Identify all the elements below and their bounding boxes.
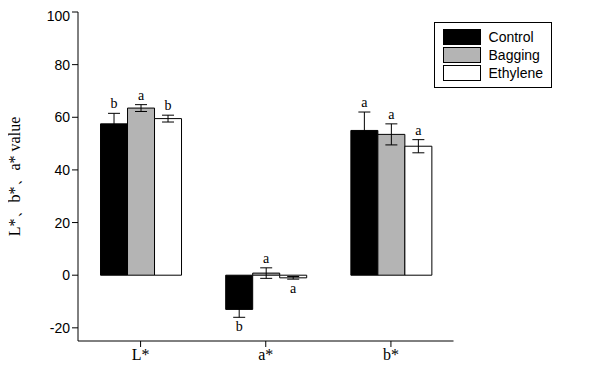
svg-text:40: 40 <box>54 162 70 178</box>
svg-text:b: b <box>111 96 118 111</box>
svg-text:a: a <box>138 88 145 103</box>
svg-text:a: a <box>290 281 297 296</box>
svg-text:-20: -20 <box>50 320 70 336</box>
svg-text:a*: a* <box>258 346 273 363</box>
svg-text:a: a <box>388 107 395 122</box>
html-text:Ethylene: Ethylene <box>488 65 543 81</box>
svg-text:60: 60 <box>54 109 70 125</box>
html-text:Control: Control <box>488 29 534 45</box>
svg-text:b: b <box>165 98 172 113</box>
svg-text:a: a <box>263 251 270 266</box>
svg-text:a: a <box>361 95 368 110</box>
svg-text:0: 0 <box>62 267 70 283</box>
svg-text:80: 80 <box>54 57 70 73</box>
svg-text:L*、b*、a* value: L*、b*、a* value <box>8 117 23 237</box>
svg-text:b: b <box>236 319 243 334</box>
svg-text:20: 20 <box>54 215 70 231</box>
svg-text:L*: L* <box>132 346 150 363</box>
svg-text:b*: b* <box>383 346 399 363</box>
html-text:Bagging: Bagging <box>488 47 540 63</box>
svg-text:a: a <box>415 123 422 138</box>
svg-text:100: 100 <box>47 8 71 24</box>
